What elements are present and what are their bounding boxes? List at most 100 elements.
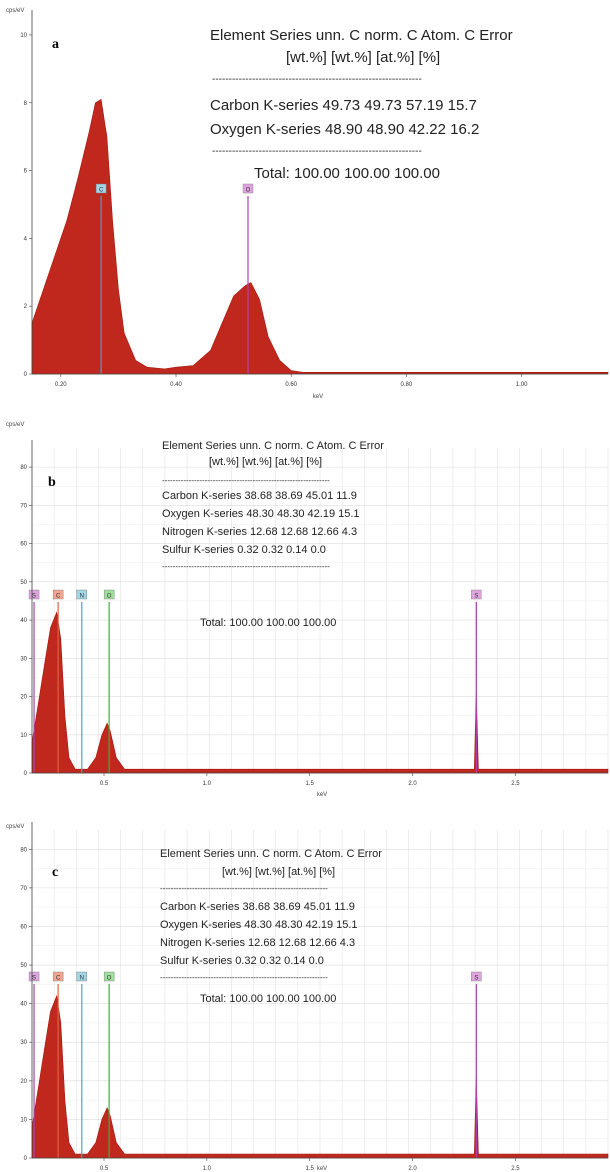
x-tick-label: 0.80	[401, 382, 413, 388]
y-tick-label: 10	[20, 733, 27, 739]
y-tick-label: 30	[20, 656, 27, 662]
element-marker-label: C	[56, 594, 61, 600]
y-tick-label: 4	[24, 236, 28, 242]
element-marker-box	[52, 971, 64, 982]
spectrum-area	[31, 994, 609, 1159]
plot-area: S C N O S 0 10 20 30 40 50 60 70 80 0.5 1.0 1.5 2.0 2.5	[20, 440, 609, 787]
y-tick-label: 20	[20, 1079, 27, 1085]
table-row-oxygen: Oxygen K-series 48.30 48.30 42.19 15.1	[162, 508, 360, 520]
table-row-nitrogen: Nitrogen K-series 12.68 12.68 12.66 4.3	[162, 526, 357, 538]
table-header: Element Series unn. C norm. C Atom. C Er…	[210, 27, 513, 44]
y-tick-label: 50	[20, 580, 27, 586]
table-total: Total: 100.00 100.00 100.00	[200, 993, 336, 1005]
panel-letter: a	[52, 37, 59, 52]
element-marker-box	[28, 971, 40, 982]
composition-table: Element Series unn. C norm. C Atom. C Er…	[160, 848, 382, 1005]
y-tick-label: 0	[24, 372, 28, 378]
y-tick-label: 8	[24, 101, 28, 107]
element-marker-label: N	[80, 594, 84, 600]
x-tick-label: 1.0	[203, 781, 212, 787]
table-row-carbon: Carbon K-series 49.73 49.73 57.19 15.7	[210, 97, 477, 114]
y-tick-label: 40	[20, 1002, 27, 1008]
element-marker-label: N	[80, 976, 84, 982]
y-tick-label: 60	[20, 542, 27, 548]
panel-letter: c	[52, 865, 58, 880]
table-row-nitrogen: Nitrogen K-series 12.68 12.68 12.66 4.3	[160, 937, 355, 949]
table-row-sulfur: Sulfur K-series 0.32 0.32 0.14 0.0	[160, 955, 324, 967]
y-tick-label: 80	[20, 847, 27, 853]
element-marker-label: C	[99, 188, 104, 194]
y-tick-label: 70	[20, 503, 27, 509]
y-tick-label: 10	[20, 33, 27, 39]
table-rule: ----------------------------------------…	[160, 884, 328, 893]
plot-area: S C N O S 0 10 20 30 40 50 60 70 80 0.5 1.0 1.5 2.0 2.5	[20, 822, 609, 1172]
element-marker-label: O	[246, 188, 251, 194]
element-marker-label: S	[32, 976, 36, 982]
y-unit-label: cps/eV	[6, 824, 24, 830]
y-tick-label: 0	[24, 1156, 28, 1162]
composition-table: Element Series unn. C norm. C Atom. C Er…	[210, 27, 513, 182]
eds-panel-b: cps/eV S C N O S 0 10 20 30 40 50 60 70 80 0.5 1.0 1.5 2.…	[0, 418, 610, 802]
table-units: [wt.%] [wt.%] [at.%] [%]	[209, 456, 322, 468]
table-units: [wt.%] [wt.%] [at.%] [%]	[222, 866, 335, 878]
table-total: Total: 100.00 100.00 100.00	[200, 617, 336, 629]
element-marker-box	[103, 971, 115, 982]
element-marker-box	[28, 589, 40, 600]
x-tick-label: 0.5	[100, 781, 109, 787]
table-row-sulfur: Sulfur K-series 0.32 0.32 0.14 0.0	[162, 544, 326, 556]
element-marker-label: O	[107, 594, 112, 600]
table-header: Element Series unn. C norm. C Atom. C Er…	[160, 848, 382, 860]
table-row-oxygen: Oxygen K-series 48.90 48.90 42.22 16.2	[210, 121, 479, 138]
table-rule: ----------------------------------------…	[162, 476, 330, 485]
table-rule: ----------------------------------------…	[162, 562, 330, 571]
y-tick-label: 30	[20, 1040, 27, 1046]
eds-panel-c: cps/eV S C N O S 0 10 20 30 40 50 60 70 80 0.5 1.0 1.5 2.…	[0, 818, 610, 1172]
element-marker-box	[52, 589, 64, 600]
y-tick-label: 50	[20, 963, 27, 969]
x-tick-label: 2.5	[511, 781, 520, 787]
table-rule: ----------------------------------------…	[212, 74, 422, 85]
table-header: Element Series unn. C norm. C Atom. C Er…	[162, 440, 384, 452]
x-axis-label: keV	[313, 394, 323, 400]
x-tick-label: 2.5	[511, 1166, 520, 1172]
plot-area: C O 0 2 4 6 8 10 0.20 0.40 0.60 0.80 1.00	[20, 10, 609, 388]
y-tick-label: 80	[20, 465, 27, 471]
table-row-carbon: Carbon K-series 38.68 38.69 45.01 11.9	[160, 901, 355, 913]
element-marker-label: S	[474, 594, 478, 600]
y-unit-label: cps/eV	[6, 8, 24, 14]
element-marker-box	[103, 589, 115, 600]
x-tick-label: 0.60	[285, 382, 297, 388]
element-marker-box	[95, 183, 107, 194]
y-tick-label: 70	[20, 886, 27, 892]
spectrum-area	[31, 98, 609, 375]
y-tick-label: 10	[20, 1117, 27, 1123]
element-marker-label: S	[32, 594, 36, 600]
x-tick-label: 0.20	[55, 382, 67, 388]
element-marker-box	[76, 589, 87, 600]
element-marker-box	[76, 971, 87, 982]
eds-spectrum-chart-b: cps/eV S C N O S 0 10 20 30 40 50 60 70 80 0.5 1.0 1.5 2.…	[6, 422, 609, 798]
y-tick-label: 60	[20, 924, 27, 930]
x-tick-label: 2.0	[408, 1166, 417, 1172]
x-tick-label: 1.5	[306, 1166, 315, 1172]
element-marker-box	[242, 183, 254, 194]
x-tick-label: 0.5	[100, 1166, 109, 1172]
x-axis-label: keV	[317, 1166, 327, 1172]
x-tick-label: 0.40	[170, 382, 182, 388]
table-rule: ----------------------------------------…	[160, 973, 328, 982]
x-tick-label: 1.00	[516, 382, 528, 388]
y-tick-label: 40	[20, 618, 27, 624]
element-marker-label: S	[474, 976, 478, 982]
y-tick-label: 2	[24, 304, 28, 310]
element-marker-box	[471, 589, 482, 600]
table-total: Total: 100.00 100.00 100.00	[254, 165, 440, 182]
eds-spectrum-chart-a: cps/eV a C O 0 2 4 6 8 10 0.20 0.40 0.60 0.80 1.00 k…	[6, 8, 609, 400]
panel-letter: b	[48, 475, 56, 490]
y-unit-label: cps/eV	[6, 422, 24, 428]
x-axis-label: keV	[317, 792, 327, 798]
eds-panel-a: cps/eV a C O 0 2 4 6 8 10 0.20 0.40 0.60 0.80 1.00 k…	[0, 0, 610, 400]
eds-spectrum-chart-c: cps/eV S C N O S 0 10 20 30 40 50 60 70 80 0.5 1.0 1.5 2.…	[6, 822, 609, 1172]
x-tick-label: 1.0	[203, 1166, 212, 1172]
element-marker-box	[471, 971, 482, 982]
table-rule: ----------------------------------------…	[212, 146, 422, 157]
